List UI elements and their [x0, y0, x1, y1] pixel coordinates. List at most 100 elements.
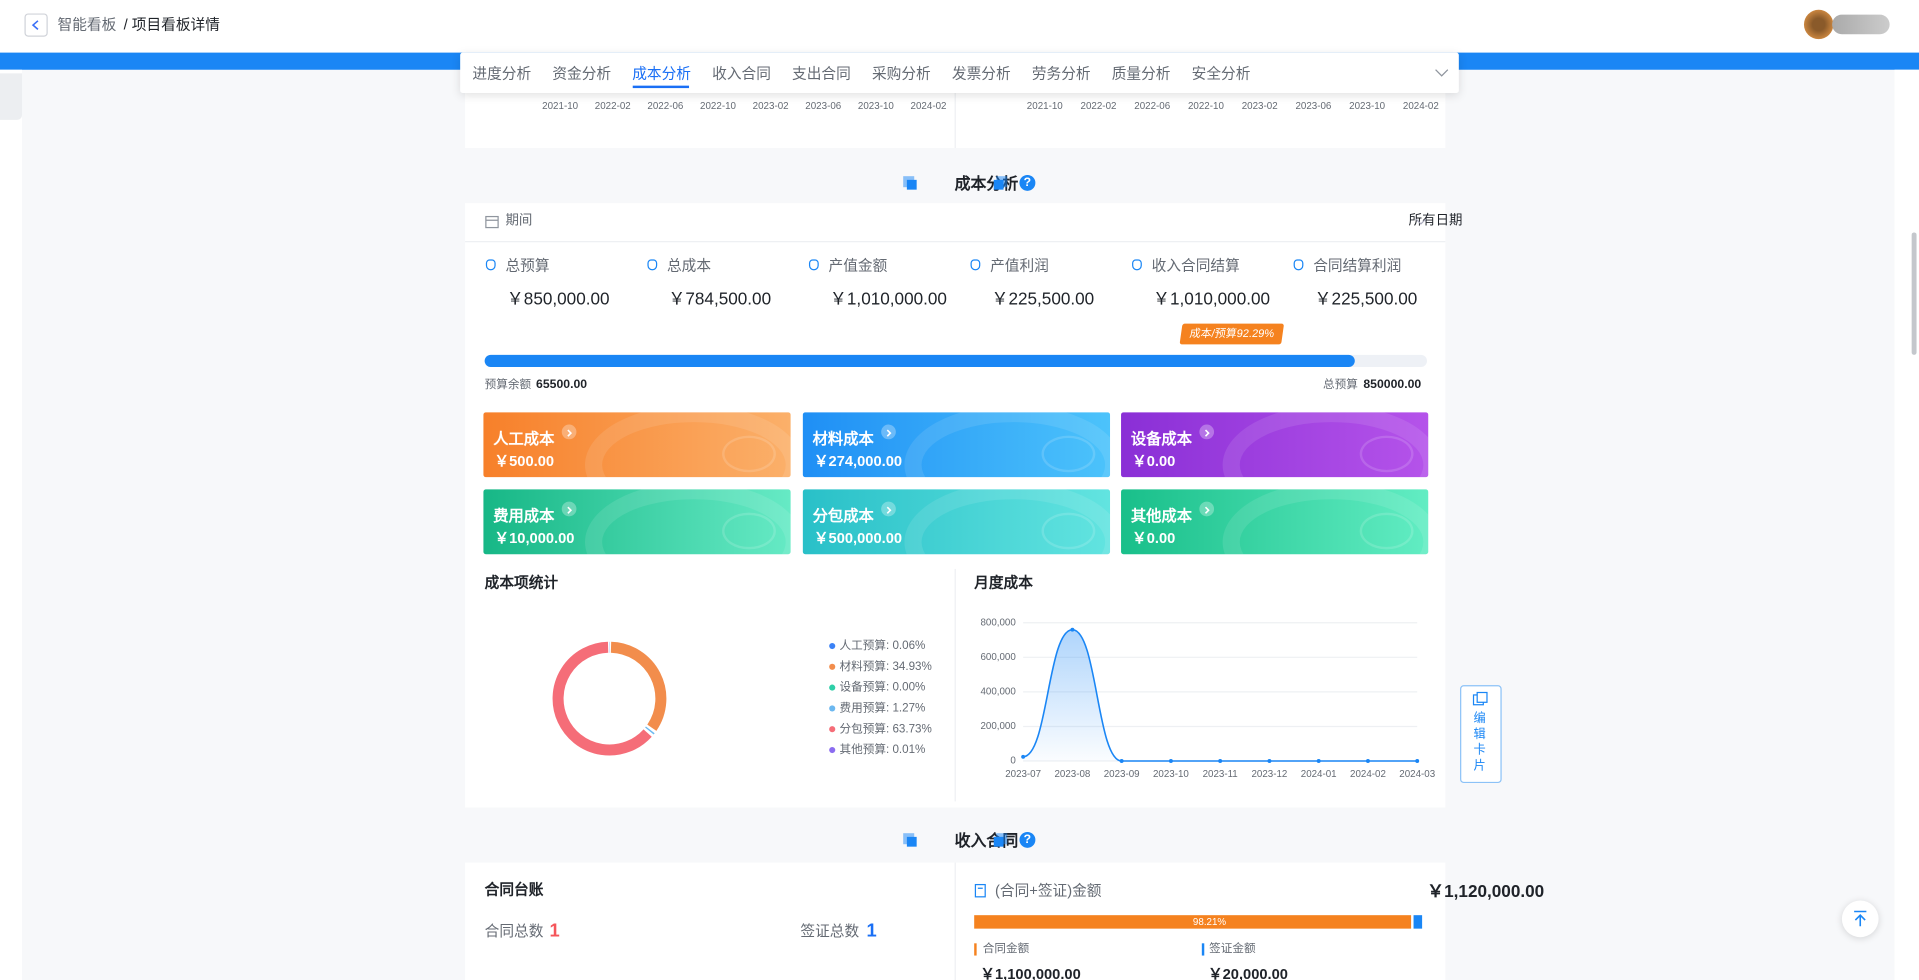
kpi-icon [1132, 259, 1142, 271]
tab[interactable]: 成本分析 [632, 64, 691, 82]
tab[interactable]: 劳务分析 [1031, 64, 1091, 82]
cost-card[interactable]: 材料成本 ￥274,000.00 [802, 412, 1111, 478]
kpi-icon [485, 259, 496, 271]
tab[interactable]: 采购分析 [871, 64, 931, 82]
contract-count: 1 [549, 920, 560, 942]
back-button[interactable] [24, 13, 48, 37]
x-tick-label: 2024-02 [1402, 100, 1439, 112]
tab-underline [632, 85, 689, 89]
legend-dot [829, 684, 836, 691]
contract-count-label: 合同总数 [484, 922, 544, 940]
kpi-value: ￥225,500.00 [991, 288, 1095, 309]
left-rail [0, 69, 23, 980]
card-name: 设备成本 [1130, 430, 1193, 448]
x-tick-label: 2024-01 [1301, 769, 1337, 780]
back-icon [31, 20, 39, 30]
tab[interactable]: 收入合同 [712, 64, 771, 82]
user-name-blurred [1832, 14, 1890, 35]
legend-marker [974, 943, 977, 956]
help-icon[interactable]: ? [1019, 174, 1036, 191]
legend-label: 分包预算: 63.73% [840, 721, 932, 735]
x-tick-label: 2023-06 [1295, 100, 1332, 112]
total-label: 总预算 [1322, 378, 1358, 392]
card-decoration [1359, 512, 1414, 550]
card-name: 费用成本 [493, 507, 555, 525]
card-arrow [881, 424, 896, 440]
edit-card-label[interactable]: 编辑卡片 [1473, 712, 1486, 774]
card-name: 材料成本 [812, 430, 874, 448]
amount-value: ￥1,120,000.00 [1427, 880, 1545, 901]
amount-label: (合同+签证)金额 [994, 882, 1102, 900]
tab[interactable]: 支出合同 [792, 64, 851, 82]
donut-title: 成本项统计 [484, 573, 559, 591]
card-value: ￥10,000.00 [494, 529, 575, 547]
card-arrow [1199, 424, 1215, 440]
x-tick-label: 2023-02 [752, 100, 789, 112]
right-rail [1894, 69, 1919, 980]
kpi-value: ￥225,500.00 [1314, 288, 1418, 309]
card-decoration [1359, 435, 1414, 473]
point [1366, 759, 1370, 763]
title-icon [993, 836, 1004, 847]
point [1415, 759, 1420, 763]
breadcrumb-parent[interactable]: 智能看板 [57, 15, 117, 34]
dropdown-icon[interactable] [1414, 215, 1429, 227]
legend-dot [829, 726, 836, 733]
amount-icon [974, 883, 986, 898]
x-tick-label: 2023-07 [1005, 769, 1041, 780]
legend-marker [1201, 943, 1205, 956]
kpi-label: 产值利润 [990, 256, 1049, 275]
income-bar-rest [1414, 915, 1423, 929]
area [1023, 629, 1418, 762]
point [1316, 759, 1321, 763]
cost-card[interactable]: 分包成本 ￥500,000.00 [802, 489, 1111, 555]
cost-card[interactable]: 设备成本 ￥0.00 [1121, 412, 1429, 478]
title-icon [906, 836, 917, 847]
visa-amount-label: 签证金额 [1209, 942, 1256, 956]
y-tick-label: 400,000 [980, 686, 1016, 697]
scrollbar[interactable] [1911, 232, 1917, 355]
kpi-label: 总预算 [505, 256, 550, 275]
point [1119, 759, 1124, 763]
tab[interactable]: 进度分析 [472, 64, 532, 82]
donut-segment [552, 641, 652, 756]
cost-card[interactable]: 人工成本 ￥500.00 [483, 412, 791, 478]
legend-dot [829, 705, 836, 712]
x-tick-label: 2022-02 [1080, 100, 1117, 112]
x-tick-label: 2024-03 [1399, 769, 1435, 780]
tab-bar: 进度分析 资金分析 成本分析 收入合同 支出合同 采购分析 发票分析 劳务分析 质量分析 安全分析 [460, 52, 1459, 93]
x-tick-label: 2023-10 [1153, 769, 1189, 780]
date-filter[interactable]: 所有日期 [1408, 213, 1463, 229]
tab[interactable]: 资金分析 [552, 64, 612, 82]
kpi-icon [808, 259, 819, 271]
avatar[interactable] [1803, 9, 1834, 40]
donut-segment [610, 641, 667, 731]
visa-count: 1 [866, 920, 877, 942]
kpi-icon [970, 259, 981, 271]
tab[interactable]: 发票分析 [951, 64, 1011, 82]
cost-card[interactable]: 其他成本 ￥0.00 [1121, 489, 1429, 555]
section-title: 成本分析 [954, 174, 1019, 193]
arrow-icon [886, 506, 892, 514]
legend-dot [829, 746, 836, 754]
income-bar-fill [974, 915, 1412, 929]
tab[interactable]: 质量分析 [1111, 64, 1171, 82]
arrow-icon [1204, 506, 1210, 514]
card-value: ￥500.00 [494, 452, 555, 470]
kpi-value: ￥850,000.00 [506, 288, 610, 309]
point [1070, 627, 1075, 632]
tabs-more[interactable] [1434, 66, 1449, 78]
tab[interactable]: 安全分析 [1191, 64, 1251, 82]
remaining-value: 65500.00 [536, 378, 588, 392]
x-tick-label: 2022-06 [1134, 100, 1171, 112]
back-to-top[interactable] [1841, 900, 1879, 938]
card-value: ￥0.00 [1132, 529, 1176, 547]
y-tick-label: 200,000 [980, 721, 1016, 732]
card-value: ￥500,000.00 [813, 529, 903, 547]
help-icon[interactable]: ? [1019, 831, 1036, 848]
arrow-icon [567, 506, 573, 514]
cost-card[interactable]: 费用成本 ￥10,000.00 [483, 489, 791, 555]
x-tick-label: 2023-10 [857, 100, 894, 112]
x-tick-label: 2022-10 [1187, 100, 1224, 112]
